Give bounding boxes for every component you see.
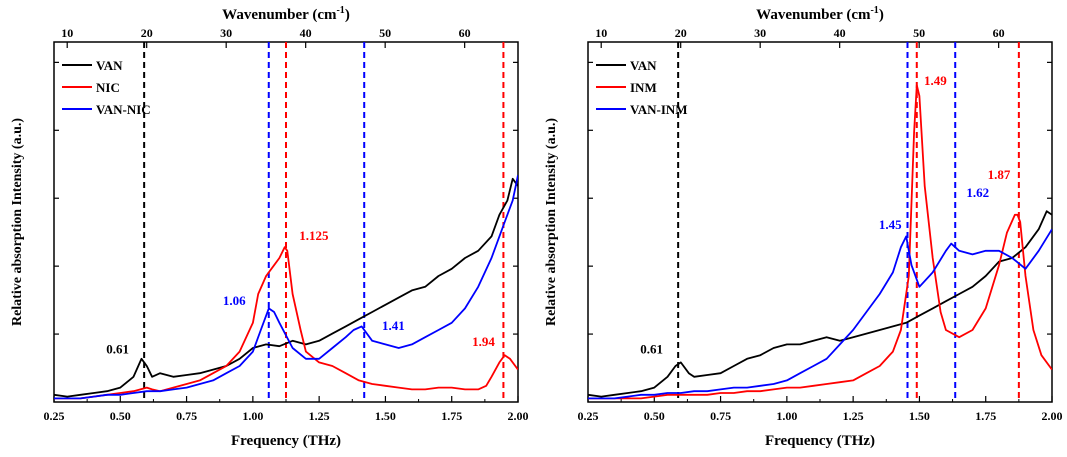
y-axis-title: Relative absorption Intensity (a.u.) xyxy=(10,118,25,326)
peak-label: 1.45 xyxy=(879,217,902,232)
x-tick-label: 0.25 xyxy=(578,409,599,423)
peak-label: 1.62 xyxy=(966,185,989,200)
legend-label: VAN xyxy=(630,58,657,73)
chart-panel-2: 0.25 0.50 0.75 1.00 1.25 1.50 1.75 2.00 10 20 30 40… xyxy=(544,5,1063,449)
top-axis-title: Wavenumber (cm-1) xyxy=(756,5,884,23)
top-tick-label: 40 xyxy=(300,26,312,40)
top-tick-label: 50 xyxy=(913,26,925,40)
x-tick-label: 0.75 xyxy=(176,409,197,423)
top-axis-title-tail: ) xyxy=(345,7,350,23)
peak-label: 1.06 xyxy=(223,293,246,308)
series-line-inm xyxy=(588,84,1052,400)
top-tick-label: 10 xyxy=(595,26,607,40)
peak-label: 1.94 xyxy=(472,334,495,349)
x-tick-label: 1.00 xyxy=(242,409,263,423)
top-axis-title-text: Wavenumber (cm xyxy=(756,7,871,23)
top-axis-title-text: Wavenumber (cm xyxy=(222,7,337,23)
top-tick-label: 10 xyxy=(61,26,73,40)
top-tick-label: 20 xyxy=(141,26,153,40)
x-tick-label: 1.75 xyxy=(441,409,462,423)
legend-label: VAN-NIC xyxy=(96,102,151,117)
x-tick-label: 1.75 xyxy=(975,409,996,423)
legend-label: NIC xyxy=(96,80,120,95)
x-axis-title: Frequency (THz) xyxy=(231,433,341,449)
x-axis-title: Frequency (THz) xyxy=(765,433,875,449)
series-line-nic xyxy=(54,246,518,400)
top-tick-label: 60 xyxy=(993,26,1005,40)
top-tick-label: 60 xyxy=(459,26,471,40)
series-line-van-inm xyxy=(588,228,1052,400)
top-axis-title-sup: -1 xyxy=(870,5,878,16)
peak-label: 1.49 xyxy=(924,73,947,88)
x-tick-label: 2.00 xyxy=(508,409,529,423)
x-tick-label: 1.50 xyxy=(909,409,930,423)
peak-label: 1.41 xyxy=(382,318,405,333)
chart-panel-1: 0.25 0.50 0.75 1.00 1.25 1.50 1.75 2.00 10 20 30 40… xyxy=(10,5,529,449)
peak-label: 1.87 xyxy=(988,167,1011,182)
series-line-van xyxy=(588,210,1052,398)
x-tick-label: 1.50 xyxy=(375,409,396,423)
legend-label: VAN xyxy=(96,58,123,73)
top-axis-title-sup: -1 xyxy=(336,5,344,16)
x-tick-label: 0.25 xyxy=(44,409,65,423)
top-axis-title-tail: ) xyxy=(879,7,884,23)
x-tick-label: 0.75 xyxy=(710,409,731,423)
top-tick-label: 50 xyxy=(379,26,391,40)
peak-label: 1.125 xyxy=(299,228,329,243)
x-tick-label: 2.00 xyxy=(1042,409,1063,423)
x-tick-label: 1.25 xyxy=(843,409,864,423)
x-tick-label: 0.50 xyxy=(110,409,131,423)
top-tick-label: 30 xyxy=(220,26,232,40)
x-tick-label: 1.25 xyxy=(309,409,330,423)
top-tick-label: 30 xyxy=(754,26,766,40)
top-tick-label: 20 xyxy=(675,26,687,40)
top-axis-title: Wavenumber (cm-1) xyxy=(222,5,350,23)
legend-label: INM xyxy=(630,80,657,95)
peak-label: 0.61 xyxy=(106,341,129,356)
peak-label: 0.61 xyxy=(640,341,663,356)
y-axis-title: Relative absorption Intensity (a.u.) xyxy=(544,118,559,326)
series-line-van-nic xyxy=(54,175,518,400)
x-tick-label: 0.50 xyxy=(644,409,665,423)
legend-label: VAN-INM xyxy=(630,102,688,117)
x-tick-label: 1.00 xyxy=(776,409,797,423)
series-line-van xyxy=(54,177,518,398)
top-tick-label: 40 xyxy=(834,26,846,40)
